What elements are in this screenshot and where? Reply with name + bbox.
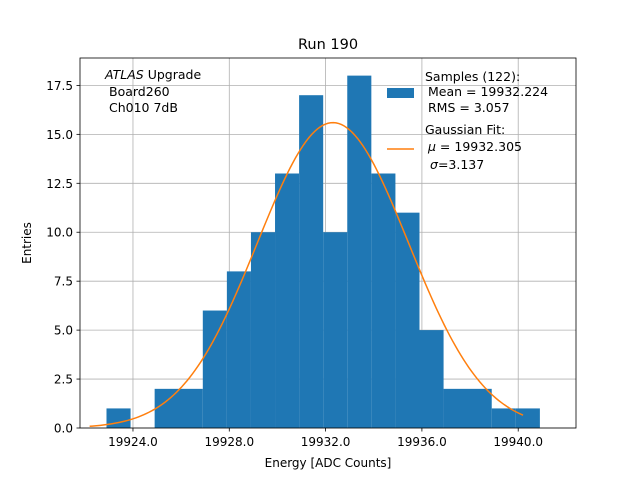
y-tick-label: 2.5 — [54, 373, 73, 387]
x-tick-label: 19932.0 — [301, 435, 351, 449]
histogram-bars — [106, 75, 540, 429]
x-tick-label: 19924.0 — [108, 435, 158, 449]
histogram-bar — [299, 95, 324, 428]
annotation-channel: Ch010 7dB — [109, 100, 178, 115]
histogram-bar — [106, 408, 131, 428]
legend-samples-mean: Mean = 19932.224 — [428, 84, 548, 99]
legend-fit-mu-value: = 19932.305 — [436, 139, 522, 154]
annotation-line-1: ATLAS Upgrade — [104, 67, 201, 82]
histogram-bar — [491, 408, 516, 428]
gaussian-fit-curve — [89, 121, 524, 428]
x-tick-label: 19936.0 — [397, 435, 447, 449]
histogram-bar — [323, 232, 348, 428]
histogram-bar — [202, 310, 227, 428]
annotation-upgrade: Upgrade — [144, 67, 202, 82]
y-axis-ticks: 0.0 2.5 5.0 7.5 10.0 12.5 15.0 17.5 — [46, 79, 80, 436]
y-tick-label: 0.0 — [54, 422, 73, 436]
x-axis-ticks: 19924.0 19928.0 19932.0 19936.0 19940.0 — [108, 428, 543, 449]
y-tick-label: 5.0 — [54, 324, 73, 338]
chart-title: Run 190 — [298, 37, 358, 53]
histogram-bar — [443, 388, 492, 428]
legend-samples-title: Samples (122): — [425, 69, 520, 84]
histogram-bar — [419, 330, 444, 428]
legend-fit-sigma-symbol: σ — [430, 157, 439, 172]
histogram-bar — [226, 271, 251, 428]
histogram-bar — [275, 173, 300, 428]
y-tick-label: 7.5 — [54, 275, 73, 289]
x-tick-label: 19928.0 — [204, 435, 254, 449]
plot-frame — [79, 57, 577, 429]
legend-fit-mu: μ = 19932.305 — [427, 139, 522, 154]
legend: Samples (122): Mean = 19932.224 RMS = 3.… — [387, 69, 548, 172]
legend-samples-rms: RMS = 3.057 — [428, 100, 510, 115]
legend-fit-sigma-value: =3.137 — [438, 157, 484, 172]
legend-histogram-swatch — [387, 88, 414, 98]
y-tick-label: 10.0 — [46, 226, 73, 240]
x-axis-label: Energy [ADC Counts] — [265, 456, 392, 470]
histogram-bar — [371, 173, 396, 428]
y-axis-label: Entries — [20, 222, 34, 264]
y-tick-label: 17.5 — [46, 79, 73, 93]
histogram-bar — [154, 388, 203, 428]
annotation-atlas: ATLAS — [104, 67, 144, 82]
histogram-bar — [347, 75, 372, 429]
legend-fit-title: Gaussian Fit: — [425, 122, 505, 137]
y-tick-label: 15.0 — [46, 128, 73, 142]
legend-fit-sigma: σ=3.137 — [430, 157, 484, 172]
x-tick-label: 19940.0 — [493, 435, 543, 449]
y-tick-label: 12.5 — [46, 177, 73, 191]
annotation-block: ATLAS Upgrade Board260 Ch010 7dB — [104, 67, 201, 115]
histogram-bar — [395, 212, 420, 428]
histogram-bar — [250, 232, 276, 428]
annotation-board: Board260 — [109, 84, 170, 99]
histogram-bar — [515, 408, 540, 428]
legend-fit-mu-symbol: μ — [427, 139, 436, 154]
